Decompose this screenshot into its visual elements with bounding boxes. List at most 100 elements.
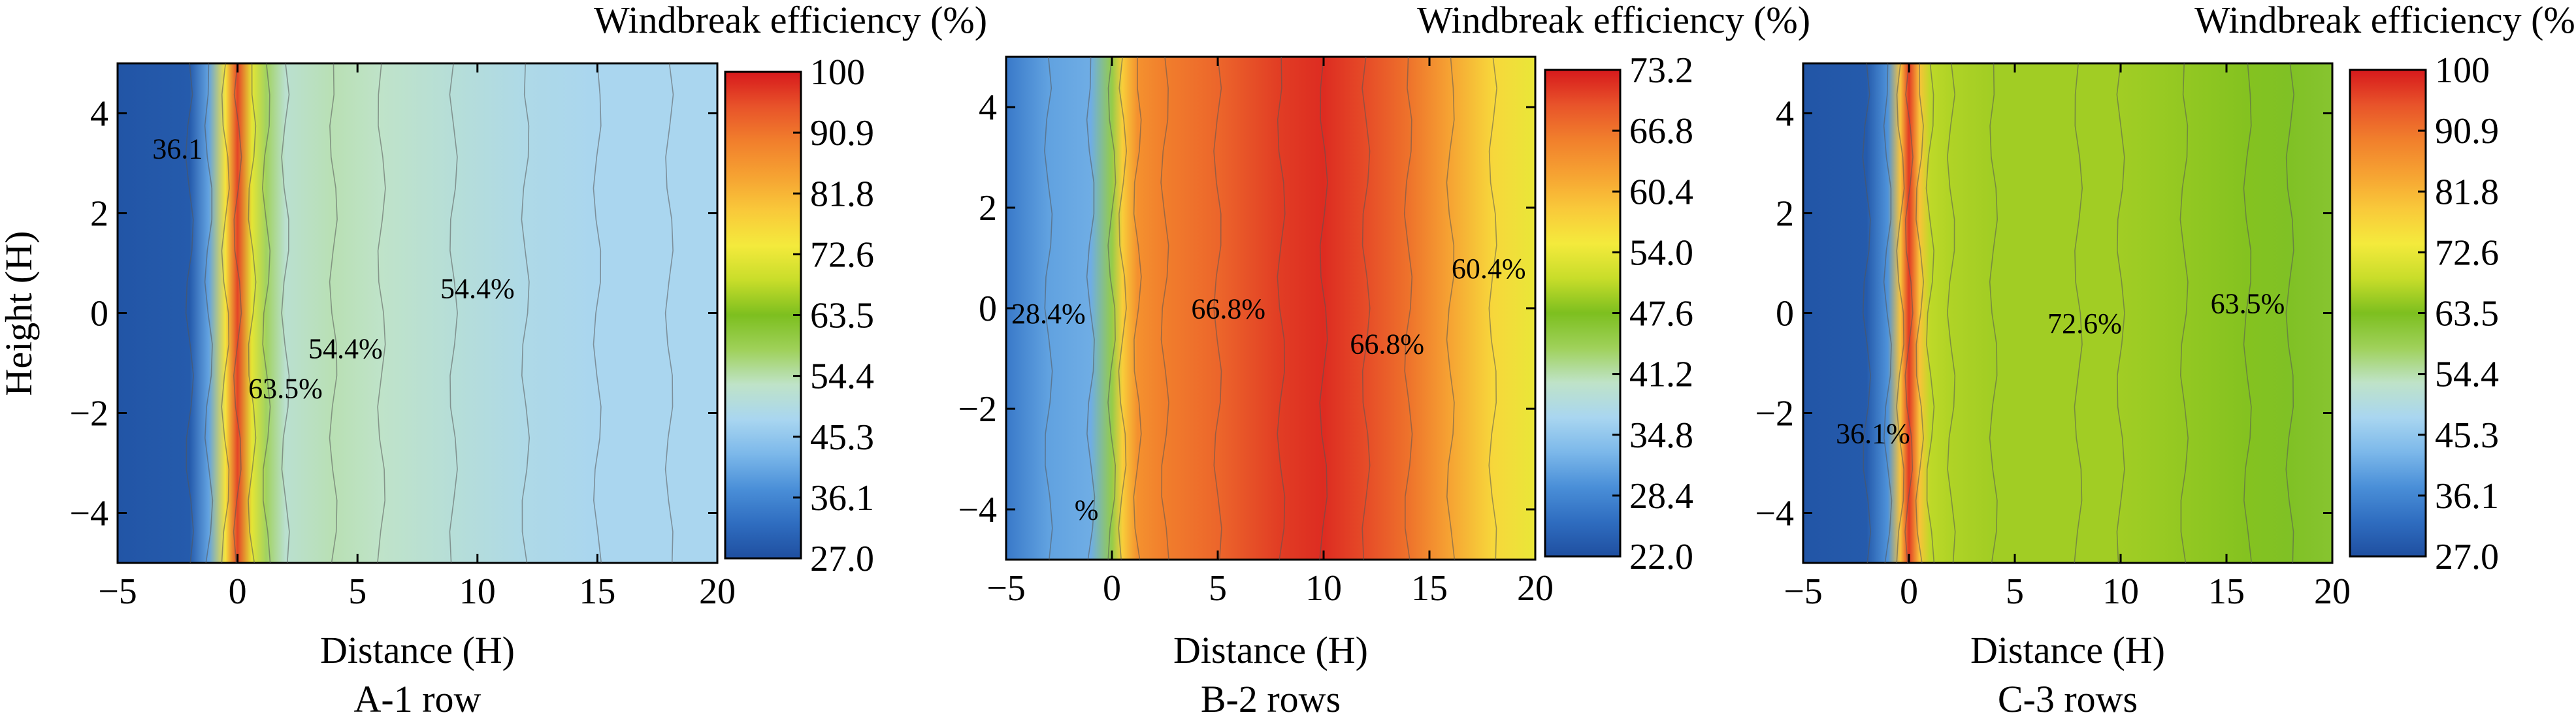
contour-line (1862, 63, 1872, 564)
colorbar-tick-label: 22.0 (1629, 537, 1693, 577)
contour-line (521, 63, 530, 564)
panel-b-title: B-2 rows (1201, 678, 1341, 719)
x-tick-label: 15 (1411, 568, 1448, 609)
panel-b-heatmap (1005, 56, 1537, 561)
panel-a-y-axis-label: Height (H) (0, 231, 40, 396)
colorbar-tick-label: 54.4 (810, 357, 874, 397)
panel-a-y-ticks: 4 2 0 −2 −4 (69, 94, 717, 534)
panel-b: 28.4% 66.8%66.8%60.4%% −5 0 5 10 15 20 420−2−4… (958, 0, 1810, 719)
panel-a-x-ticks: −5 0 5 10 15 20 (98, 63, 736, 612)
contour-line (2074, 63, 2083, 564)
panel-c-title: C-3 rows (1998, 678, 2138, 719)
panel-b-x-axis-label: Distance (H) (1173, 629, 1368, 671)
x-tick-label: 10 (1305, 568, 1342, 609)
contour-label: 72.6% (2047, 308, 2122, 340)
colorbar-tick-label: 36.1 (810, 478, 874, 519)
contour-line (377, 63, 386, 564)
colorbar-tick-label: 100 (810, 52, 865, 93)
contour-line (1160, 56, 1169, 560)
colorbar-tick-label: 90.9 (810, 113, 874, 153)
contour-line (329, 63, 338, 564)
panel-b-contours (1044, 56, 1497, 560)
contour-line (1488, 56, 1497, 560)
contour-line (1086, 56, 1096, 560)
colorbar-tick-label: 72.6 (2435, 232, 2499, 273)
contour-line (2179, 63, 2189, 564)
panel-a-colorbar-title: Windbreak efficiency (%) (594, 0, 987, 41)
y-tick-label: 2 (979, 188, 997, 229)
panel-a-heatmap (116, 62, 719, 564)
contour-line (1915, 63, 1925, 564)
panel-b-y-ticks: 4 2 0 −2 −4 (958, 88, 1535, 530)
panel-c-x-ticks: −5 0 5 10 15 20 (1784, 63, 2351, 612)
panel-c-colorbar-ticks: 100 90.9 81.8 72.6 63.5 54.4 45.3 36.1 27.0 (2418, 50, 2499, 577)
x-tick-label: 20 (2314, 571, 2351, 612)
y-tick-label: −4 (69, 494, 108, 534)
contour-label: 66.8% (1350, 328, 1424, 360)
y-tick-label: 4 (979, 88, 997, 128)
panel-c-y-ticks: 4 2 0 −2 −4 (1755, 94, 2332, 534)
colorbar-tick-label: 27.0 (810, 539, 874, 579)
colorbar-tick-label: 47.6 (1629, 294, 1693, 334)
panel-c-colorbar-title: Windbreak efficiency (%) (2194, 0, 2576, 41)
panel-a-contour-labels: 36.1 63.5% 54.4% 54.4% (152, 133, 514, 404)
panel-b-contour-labels: 28.4% 66.8% 66.8% 60.4%% (1011, 253, 1526, 526)
contour-line (248, 63, 257, 564)
contour-label: 54.4% (440, 273, 515, 305)
contour-line (1133, 56, 1142, 560)
x-tick-label: 15 (2208, 571, 2245, 612)
panel-c-contour-labels: 36.1% 72.6% 63.5% (1836, 288, 2285, 450)
panel-a-colorbar (724, 71, 802, 560)
x-tick-label: 0 (1103, 568, 1121, 609)
x-tick-label: 5 (1209, 568, 1227, 609)
contour-line (1904, 63, 1914, 564)
contour-line (1118, 56, 1128, 560)
y-tick-label: 0 (90, 294, 108, 334)
colorbar-tick-label: 54.4 (2435, 355, 2499, 395)
contour-line (1107, 56, 1117, 560)
panel-b-x-ticks: −5 0 5 10 15 20 (986, 57, 1554, 609)
colorbar-tick-label: 34.8 (1629, 415, 1693, 456)
contour-label: 36.1 (152, 133, 203, 165)
panel-c-heatmap (1802, 62, 2334, 564)
panel-c: 36.1%72.6%63.5% −5 0 5 10 15 20 420−2−4 Dista… (1755, 0, 2576, 719)
x-tick-label: 15 (579, 571, 615, 612)
x-tick-label: 10 (459, 571, 496, 612)
colorbar-tick-label: 90.9 (2435, 111, 2499, 152)
colorbar-tick-label: 81.8 (2435, 172, 2499, 212)
panel-a-title: A-1 row (354, 678, 481, 719)
x-tick-label: −5 (98, 571, 137, 612)
contour-line (281, 63, 290, 564)
contour-line (1883, 63, 1893, 564)
contour-line (1044, 56, 1053, 560)
contour-label: % (1075, 494, 1099, 526)
y-tick-label: −4 (958, 490, 997, 530)
contour-label: 36.1% (1836, 417, 1910, 449)
y-tick-label: 2 (1776, 194, 1794, 234)
colorbar-tick-label: 54.0 (1629, 232, 1693, 273)
x-tick-label: 0 (1900, 571, 1918, 612)
colorbar-tick-label: 36.1 (2435, 476, 2499, 517)
y-tick-label: 4 (90, 94, 108, 135)
contour-label: 28.4% (1011, 298, 1086, 330)
x-tick-label: 20 (699, 571, 736, 612)
contour-line (1946, 63, 1956, 564)
contour-line (1446, 56, 1456, 560)
panel-c-colorbar (2349, 69, 2427, 558)
contour-label: 63.5% (248, 373, 323, 405)
colorbar-tick-label: 60.4 (1629, 172, 1693, 212)
y-tick-label: 0 (979, 289, 997, 329)
y-tick-label: −2 (958, 389, 997, 430)
contour-line (2116, 63, 2125, 564)
contour-line (1277, 56, 1286, 560)
x-tick-label: −5 (986, 568, 1026, 609)
contour-line (1319, 56, 1328, 560)
colorbar-tick-label: 45.3 (2435, 415, 2499, 456)
x-tick-label: 20 (1517, 568, 1554, 609)
contour-label: 66.8% (1191, 293, 1265, 325)
panel-b-colorbar (1544, 69, 1622, 558)
x-tick-label: 5 (2006, 571, 2024, 612)
contour-line (2243, 63, 2253, 564)
y-tick-label: 2 (90, 194, 108, 234)
